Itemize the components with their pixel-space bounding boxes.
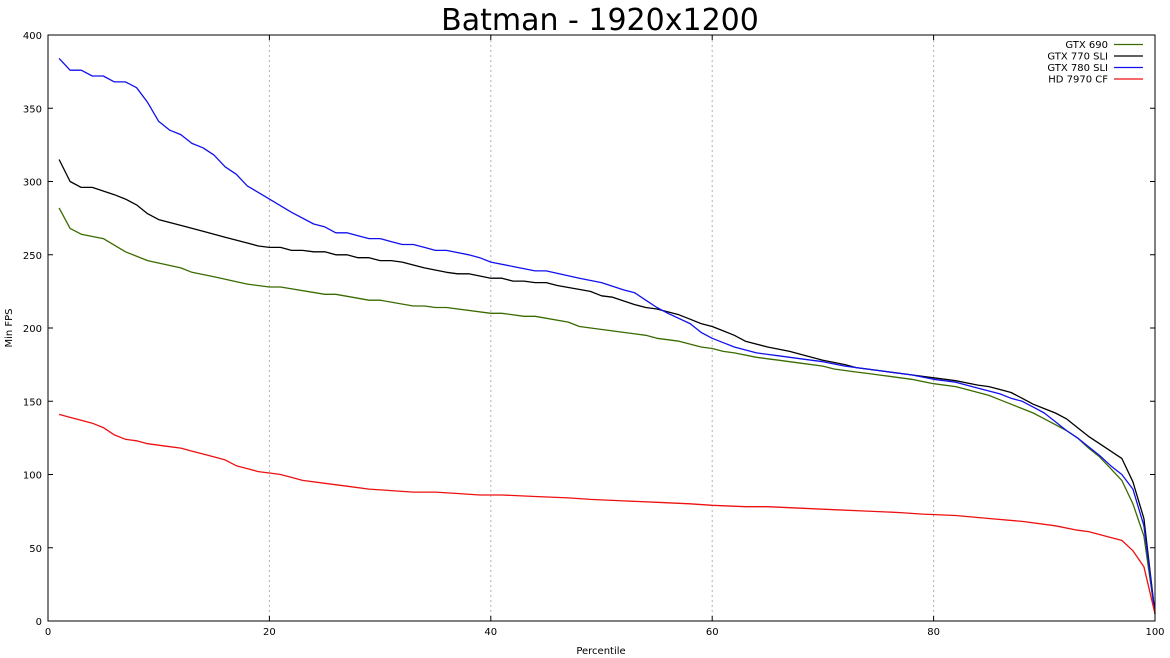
x-tick-label: 80 [927, 627, 940, 638]
legend-label: GTX 690 [1065, 40, 1108, 51]
y-tick-label: 400 [23, 31, 42, 42]
axis-ticks: 0 20 40 60 80 100 0 50 100 150 200 250 300 350 400 [23, 31, 1165, 638]
series-line-2 [58, 57, 1156, 614]
x-tick-label: 40 [484, 627, 497, 638]
y-tick-label: 150 [23, 397, 42, 408]
legend-label: HD 7970 CF [1048, 75, 1108, 86]
series-line-0 [58, 207, 1156, 614]
grid-lines [268, 35, 935, 621]
y-tick-label: 100 [23, 471, 42, 482]
y-tick-label: 0 [36, 617, 42, 628]
legend-label: GTX 780 SLI [1047, 63, 1108, 74]
y-axis-label: Min FPS [4, 308, 15, 347]
y-tick-label: 350 [23, 104, 42, 115]
x-tick-label: 100 [1145, 627, 1164, 638]
y-tick-label: 300 [23, 178, 42, 189]
x-tick-label: 60 [706, 627, 719, 638]
y-tick-label: 200 [23, 324, 42, 335]
series-lines [58, 57, 1156, 614]
x-axis-label: Percentile [576, 646, 625, 657]
legend-label: GTX 770 SLI [1047, 52, 1108, 63]
y-tick-label: 250 [23, 251, 42, 262]
series-line-1 [58, 159, 1156, 614]
plot-frame [47, 34, 1156, 622]
chart-title: Batman - 1920x1200 [441, 3, 759, 38]
x-tick-label: 20 [263, 627, 276, 638]
x-tick-label: 0 [45, 627, 51, 638]
series-line-3 [58, 413, 1156, 614]
y-tick-label: 50 [29, 544, 42, 555]
